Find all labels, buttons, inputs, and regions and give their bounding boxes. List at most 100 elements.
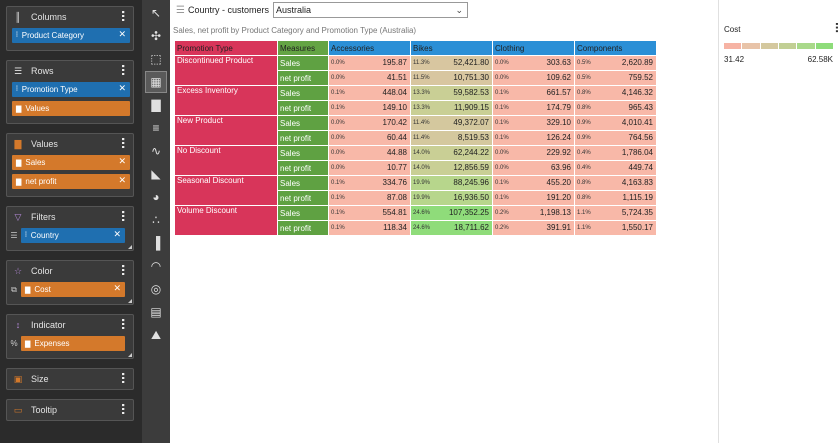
pill-values[interactable]: ▇ Values [12,101,130,116]
header-accessories[interactable]: Accessories [328,40,411,56]
data-cell[interactable]: 0.8% 4,146.32 [574,85,657,101]
data-cell[interactable]: 0.8% 4,163.83 [574,175,657,191]
data-cell[interactable]: 19.9% 88,245.96 [410,175,493,191]
pill-expenses[interactable]: ▇ Expenses [21,336,125,351]
filters-well[interactable]: ▽ Filters ⋯ ☰ ⫶ Country ✕ [6,206,134,251]
row-header-measure[interactable]: Sales [277,85,329,101]
data-cell[interactable]: 0.1% 661.57 [492,85,575,101]
line-chart-icon[interactable]: ∿ [150,144,162,158]
data-cell[interactable]: 0.0% 60.44 [328,130,411,146]
area-chart-icon[interactable]: ◣ [151,167,161,181]
data-cell[interactable]: 0.8% 1,115.19 [574,190,657,206]
row-header-measure[interactable]: Sales [277,175,329,191]
header-promotion-type[interactable]: Promotion Type [174,40,278,56]
data-cell[interactable]: 0.1% 87.08 [328,190,411,206]
percent-icon[interactable]: % [10,339,18,348]
data-cell[interactable]: 1.1% 5,724.35 [574,205,657,221]
pointer-tool-icon[interactable]: ↖ [150,6,162,20]
row-header-measure[interactable]: net profit [277,70,329,86]
pill-sales[interactable]: ▇ Sales ✕ [12,155,130,170]
row-header-measure[interactable]: net profit [277,160,329,176]
row-header-promotion[interactable]: New Product [174,115,278,146]
row-header-promotion[interactable]: Excess Inventory [174,85,278,116]
size-menu-icon[interactable]: ⋯ [116,372,130,383]
data-cell[interactable]: 0.0% 229.92 [492,145,575,161]
data-cell[interactable]: 0.0% 44.88 [328,145,411,161]
gauge-icon[interactable]: ◠ [150,259,162,273]
header-measures[interactable]: Measures [277,40,329,56]
data-cell[interactable]: 13.3% 59,582.53 [410,85,493,101]
data-cell[interactable]: 0.1% 455.20 [492,175,575,191]
indicator-menu-icon[interactable]: ⋯ [116,318,130,329]
data-cell[interactable]: 0.9% 4,010.41 [574,115,657,131]
data-cell[interactable]: 11.4% 8,519.53 [410,130,493,146]
select-tool-icon[interactable]: ⬚ [150,52,162,66]
data-cell[interactable]: 0.0% 10.77 [328,160,411,176]
data-cell[interactable]: 14.0% 12,856.59 [410,160,493,176]
data-cell[interactable]: 11.5% 10,751.30 [410,70,493,86]
color-well[interactable]: ☆ Color ⋯ ⧉ ▇ Cost ✕ [6,260,134,305]
data-cell[interactable]: 0.9% 764.56 [574,130,657,146]
data-cell[interactable]: 0.2% 391.91 [492,220,575,236]
data-cell[interactable]: 11.3% 52,421.80 [410,55,493,71]
data-cell[interactable]: 0.0% 63.96 [492,160,575,176]
data-cell[interactable]: 0.1% 174.79 [492,100,575,116]
data-cell[interactable]: 0.0% 303.63 [492,55,575,71]
row-header-measure[interactable]: Sales [277,115,329,131]
data-cell[interactable]: 24.6% 107,352.25 [410,205,493,221]
pill-promotion-type[interactable]: ⫶ Promotion Type ✕ [12,82,130,97]
row-header-measure[interactable]: Sales [277,205,329,221]
data-cell[interactable]: 0.0% 170.42 [328,115,411,131]
data-cell[interactable]: 0.0% 41.51 [328,70,411,86]
remove-icon[interactable]: ✕ [113,283,121,293]
row-header-measure[interactable]: net profit [277,100,329,116]
rows-well[interactable]: ☰ Rows ⋯ ⫶ Promotion Type ✕ ▇ Values [6,60,134,124]
rows-menu-icon[interactable]: ⋯ [116,64,130,75]
pill-net-profit[interactable]: ▇ net profit ✕ [12,174,130,189]
tooltip-menu-icon[interactable]: ⋯ [116,403,130,414]
filters-menu-icon[interactable]: ⋯ [116,210,130,221]
row-header-measure[interactable]: Sales [277,145,329,161]
data-cell[interactable]: 0.1% 554.81 [328,205,411,221]
table-icon[interactable]: ▤ [150,305,162,319]
bar-chart-icon[interactable]: ≡ [152,121,160,135]
color-menu-icon[interactable]: ⋯ [116,264,130,275]
data-cell[interactable]: 24.6% 18,711.62 [410,220,493,236]
data-cell[interactable]: 1.1% 1,550.17 [574,220,657,236]
remove-icon[interactable]: ✕ [113,229,121,239]
remove-icon[interactable]: ✕ [118,29,126,39]
copy-icon[interactable]: ⧉ [11,284,17,294]
data-cell[interactable]: 0.1% 149.10 [328,100,411,116]
row-header-measure[interactable]: net profit [277,130,329,146]
data-cell[interactable]: 19.9% 16,936.50 [410,190,493,206]
data-cell[interactable]: 0.5% 2,620.89 [574,55,657,71]
columns-well[interactable]: ║ Columns ⋯ ⫶ Product Category ✕ [6,6,134,51]
data-cell[interactable]: 0.0% 195.87 [328,55,411,71]
map-icon[interactable]: ◎ [150,282,162,296]
data-cell[interactable]: 0.4% 449.74 [574,160,657,176]
data-cell[interactable]: 0.1% 329.10 [492,115,575,131]
tooltip-well[interactable]: ▭ Tooltip ⋯ [6,399,134,421]
pill-country[interactable]: ⫶ Country ✕ [21,228,125,243]
data-cell[interactable]: 0.8% 965.43 [574,100,657,116]
header-bikes[interactable]: Bikes [410,40,493,56]
data-cell[interactable]: 11.4% 49,372.07 [410,115,493,131]
image-icon[interactable]: ⛰ [150,327,162,342]
column-chart-icon[interactable]: ▇ [151,98,161,112]
remove-icon[interactable]: ✕ [118,175,126,185]
size-well[interactable]: ▣ Size ⋯ [6,368,134,390]
row-header-promotion[interactable]: No Discount [174,145,278,176]
data-cell[interactable]: 0.1% 448.04 [328,85,411,101]
data-cell[interactable]: 0.4% 1,786.04 [574,145,657,161]
move-tool-icon[interactable]: ✣ [150,29,162,43]
scatter-chart-icon[interactable]: ∴ [152,213,160,227]
pill-cost[interactable]: ▇ Cost ✕ [21,282,125,297]
header-clothing[interactable]: Clothing [492,40,575,56]
remove-icon[interactable]: ✕ [118,156,126,166]
data-cell[interactable]: 13.3% 11,909.15 [410,100,493,116]
data-cell[interactable]: 0.5% 759.52 [574,70,657,86]
data-cell[interactable]: 14.0% 62,244.22 [410,145,493,161]
columns-menu-icon[interactable]: ⋯ [116,10,130,21]
data-cell[interactable]: 0.2% 1,198.13 [492,205,575,221]
data-cell[interactable]: 0.1% 126.24 [492,130,575,146]
